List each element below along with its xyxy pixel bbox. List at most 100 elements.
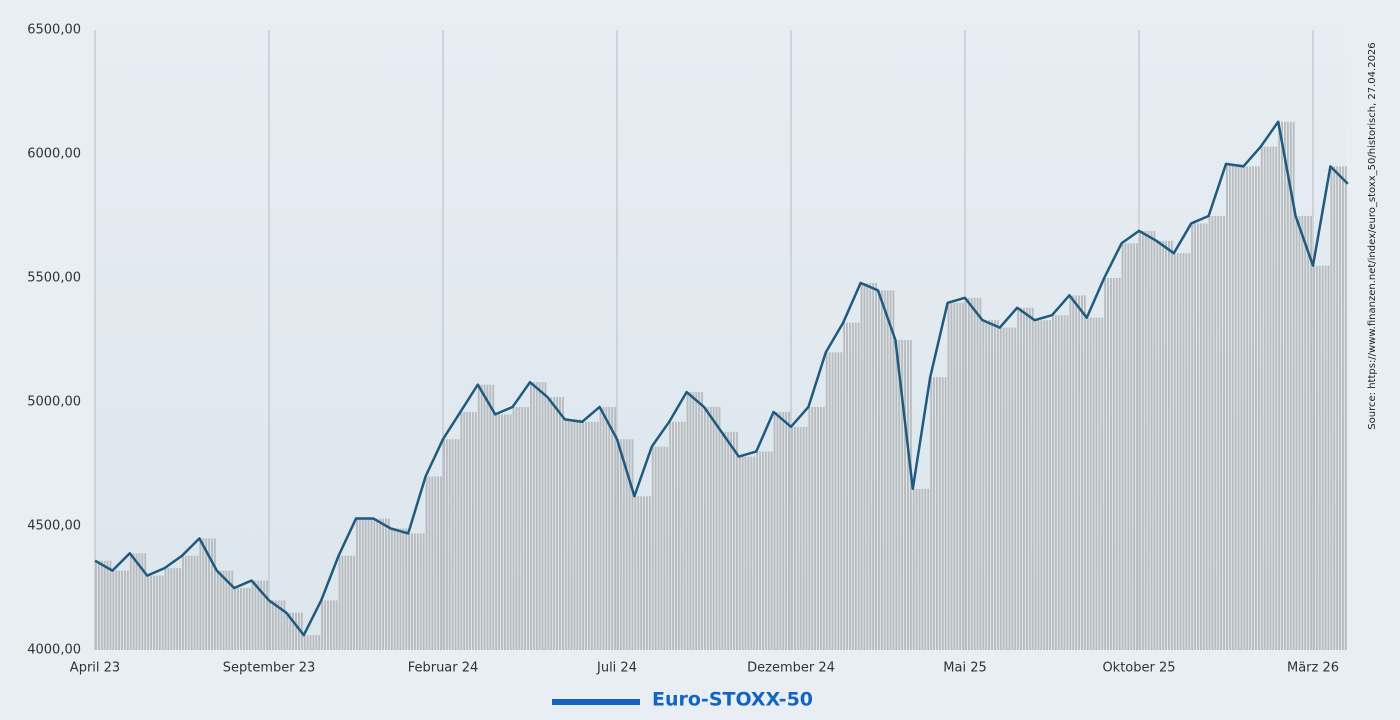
bar-stripe	[553, 397, 556, 650]
bar-stripe	[344, 555, 347, 650]
bar-stripe	[1194, 223, 1196, 650]
bar-stripe	[193, 555, 196, 650]
bar-stripe	[509, 414, 512, 650]
bar-stripe	[1002, 327, 1005, 650]
bar-stripe	[138, 553, 141, 650]
bar-stripe	[1289, 121, 1292, 650]
bar-group	[443, 439, 460, 650]
bar-stripe	[550, 397, 553, 650]
bar-stripe	[335, 600, 338, 650]
bar-stripe	[501, 414, 503, 650]
bar-stripe	[1112, 278, 1115, 650]
bar-stripe	[1020, 307, 1022, 650]
bar-stripe	[965, 297, 967, 650]
bar-stripe	[843, 322, 846, 650]
bar-stripe	[257, 580, 260, 650]
bar-stripe	[190, 555, 193, 650]
bar-stripe	[211, 538, 213, 650]
bar-stripe	[596, 421, 599, 650]
bar-stripe	[698, 392, 701, 650]
bar-stripe	[1060, 315, 1063, 650]
bar-group	[1086, 317, 1104, 650]
bar-stripe	[576, 419, 579, 650]
bar-stripe	[967, 297, 970, 650]
bar-stripe	[846, 322, 848, 650]
bar-stripe	[1081, 295, 1083, 650]
bar-stripe	[161, 575, 164, 650]
bar-stripe	[1031, 307, 1034, 650]
bar-group	[1295, 216, 1312, 650]
bar-stripe	[996, 320, 999, 650]
bar-stripe	[1089, 317, 1092, 650]
bar-stripe	[274, 600, 277, 650]
bar-stripe	[440, 476, 442, 650]
bar-stripe	[738, 456, 741, 650]
bar-stripe	[828, 352, 831, 650]
bar-stripe	[237, 588, 239, 650]
y-tick-label: 5000,00	[27, 395, 81, 410]
bar-stripe	[933, 377, 935, 650]
bar-stripe	[1063, 315, 1066, 650]
bar-stripe	[141, 553, 144, 650]
bar-group	[999, 327, 1017, 650]
bar-stripe	[617, 439, 619, 650]
bar-stripe	[730, 431, 732, 650]
bar-stripe	[1110, 278, 1112, 650]
bar-stripe	[715, 406, 718, 650]
bar-stripe	[1269, 146, 1272, 650]
bar-stripe	[1260, 146, 1263, 650]
bar-group	[965, 297, 982, 650]
bar-stripe	[187, 555, 190, 650]
bar-stripe	[733, 431, 735, 650]
bar-stripe	[356, 518, 358, 650]
bar-stripe	[634, 496, 637, 650]
bar-stripe	[1028, 307, 1031, 650]
bar-stripe	[347, 555, 350, 650]
bar-stripe	[547, 397, 550, 650]
bar-stripe	[654, 446, 657, 650]
bar-stripe	[979, 297, 982, 650]
bar-stripe	[1170, 240, 1173, 651]
bar-stripe	[1223, 216, 1225, 650]
bar-stripe	[164, 568, 167, 650]
bar-stripe	[1342, 166, 1344, 650]
bar-stripe	[924, 488, 927, 650]
bar-stripe	[480, 384, 483, 650]
x-tick-label: Juli 24	[596, 661, 637, 676]
bar-stripe	[399, 528, 402, 650]
bar-stripe	[959, 302, 962, 650]
bar-stripe	[756, 451, 759, 650]
bar-stripe	[176, 568, 179, 650]
bar-stripe	[1040, 320, 1043, 650]
bar-stripe	[422, 533, 425, 650]
bar-group	[321, 600, 338, 650]
bar-stripe	[1057, 315, 1060, 650]
bar-stripe	[982, 320, 985, 650]
bar-stripe	[460, 411, 463, 650]
bar-group	[95, 560, 112, 650]
bar-group	[303, 635, 321, 650]
bar-group	[791, 426, 808, 650]
bar-stripe	[503, 414, 506, 650]
bar-stripe	[379, 518, 382, 650]
bar-stripe	[947, 302, 950, 650]
bar-stripe	[611, 406, 614, 650]
x-tick-label: Dezember 24	[747, 661, 835, 676]
bar-stripe	[695, 392, 698, 650]
bar-stripe	[1054, 315, 1057, 650]
bar-stripe	[1324, 265, 1327, 650]
bar-stripe	[483, 384, 486, 650]
bar-stripe	[669, 421, 672, 650]
bar-group	[199, 538, 216, 650]
bar-stripe	[1083, 295, 1086, 650]
bar-stripe	[184, 555, 187, 650]
bar-stripe	[637, 496, 640, 650]
bar-stripe	[393, 528, 396, 650]
bar-stripe	[791, 426, 793, 650]
y-tick-label: 4500,00	[27, 519, 81, 534]
bar-stripe	[1257, 166, 1260, 650]
bar-stripe	[643, 496, 645, 650]
bar-stripe	[1292, 121, 1295, 650]
bar-stripe	[820, 406, 822, 650]
bar-group	[895, 340, 912, 650]
